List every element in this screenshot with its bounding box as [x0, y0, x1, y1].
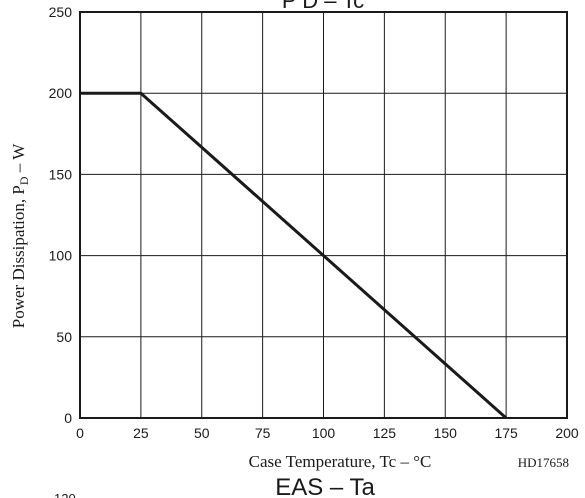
grid-lines — [80, 12, 567, 418]
y-tick-labels: 0 50 100 150 200 250 — [49, 4, 73, 426]
y-axis-label-subscript: D — [17, 176, 31, 185]
series-group — [80, 91, 508, 420]
x-tick-label: 200 — [555, 425, 579, 441]
y-tick-label: 0 — [64, 410, 72, 426]
y-tick-label: 50 — [56, 329, 72, 345]
x-tick-label: 0 — [76, 425, 84, 441]
x-tick-label: 100 — [312, 425, 336, 441]
next-chart-title: EAS – Ta — [275, 474, 375, 498]
y-tick-label: 150 — [49, 166, 73, 182]
series-line — [80, 91, 508, 420]
x-tick-label: 125 — [373, 425, 397, 441]
y-axis-label-unit: – W — [9, 143, 28, 177]
y-axis-label: Power Dissipation, PD – W — [9, 143, 31, 328]
x-tick-label: 50 — [194, 425, 210, 441]
x-tick-labels: 0 25 50 75 100 125 150 175 200 — [76, 425, 579, 441]
x-tick-label: 25 — [133, 425, 149, 441]
y-tick-label: 200 — [49, 85, 73, 101]
figure-code: HD17658 — [518, 455, 569, 470]
x-tick-label: 75 — [255, 425, 271, 441]
y-tick-label: 250 — [49, 4, 73, 20]
next-chart-partial-tick: 120 — [54, 491, 76, 498]
x-axis-label: Case Temperature, Tc – °C — [249, 452, 432, 471]
x-tick-label: 175 — [494, 425, 518, 441]
y-tick-label: 100 — [49, 248, 73, 264]
y-axis-label-main: Power Dissipation, P — [9, 185, 28, 328]
x-tick-label: 150 — [434, 425, 458, 441]
chart-title-top: P D – Tc — [282, 0, 364, 13]
